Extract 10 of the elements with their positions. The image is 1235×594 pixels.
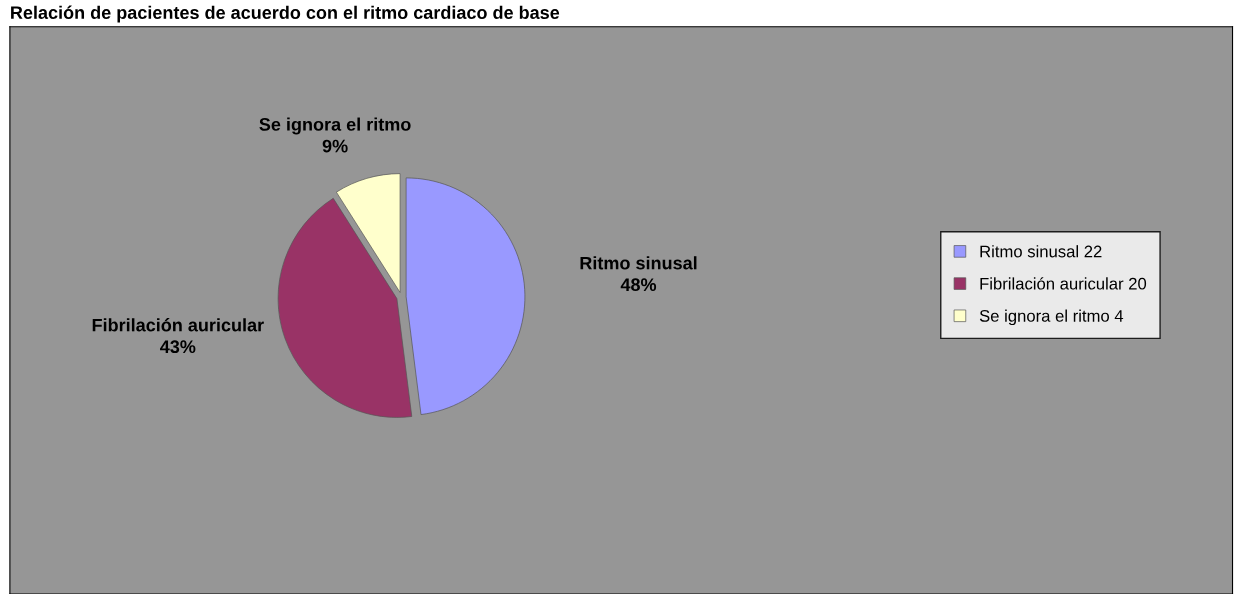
text: Fibrilación auricular (92, 318, 264, 332)
legend-label: Ritmo sinusal 22 (980, 245, 1102, 258)
data-label: 43% (160, 340, 196, 354)
chart-title: Relación de pacientes de acuerdo con el ritmo cardiaco de base (11, 5, 560, 23)
data-label: 9% (322, 139, 348, 153)
data-label: 48% (620, 278, 657, 292)
text: Se ignora el ritmo (259, 117, 411, 135)
legend-label: Fibrilación auricular 20 (980, 277, 1147, 290)
legend-label: Se ignora el ritmo 4 (979, 309, 1124, 326)
text: Ritmo sinusal (580, 256, 697, 270)
